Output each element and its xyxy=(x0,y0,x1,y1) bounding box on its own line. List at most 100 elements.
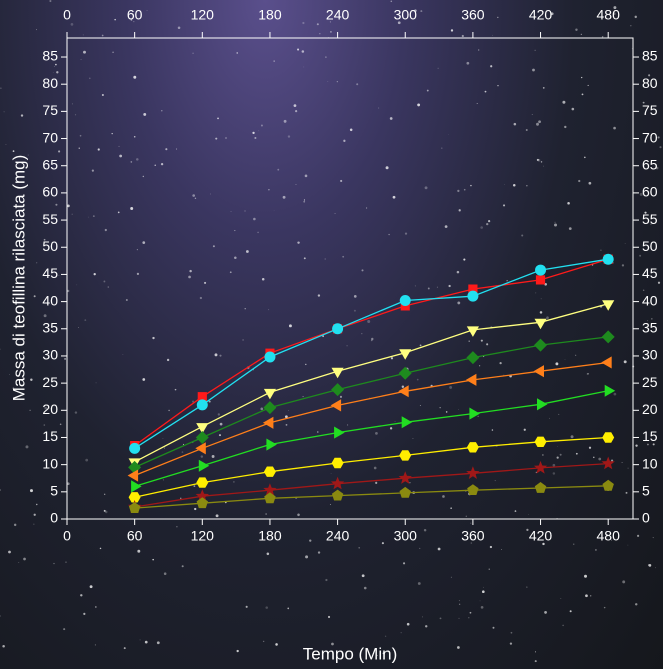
star-dot xyxy=(140,639,141,640)
star-dot xyxy=(497,85,498,86)
star-dot xyxy=(393,196,396,199)
y-tick-label: 85 xyxy=(42,48,58,64)
star-dot xyxy=(440,617,442,619)
y-tick-label: 5 xyxy=(50,483,58,499)
star-dot xyxy=(564,126,566,128)
star-dot xyxy=(480,226,483,229)
star-dot xyxy=(260,408,263,411)
star-dot xyxy=(142,378,145,381)
point xyxy=(263,401,276,414)
star-dot xyxy=(402,386,404,388)
x-tick-label-top: 420 xyxy=(529,7,553,23)
star-dot xyxy=(367,320,370,323)
point xyxy=(332,323,343,334)
star-dot xyxy=(245,308,246,309)
star-dot xyxy=(231,211,232,212)
star-dot xyxy=(122,354,123,355)
star-dot xyxy=(386,166,389,169)
star-dot xyxy=(18,562,19,563)
star-dot xyxy=(72,103,73,104)
star-dot xyxy=(49,0,51,2)
star-dot xyxy=(560,598,561,599)
x-tick-label: 60 xyxy=(127,528,143,544)
star-dot xyxy=(407,623,410,626)
star-dot xyxy=(137,249,138,250)
star-dot xyxy=(571,435,574,438)
star-dot xyxy=(441,148,442,149)
star-dot xyxy=(34,295,36,297)
star-dot xyxy=(55,204,57,206)
star-dot xyxy=(446,411,448,413)
star-dot xyxy=(626,492,628,494)
y-tick-label-right: 25 xyxy=(642,374,658,390)
star-dot xyxy=(30,489,33,492)
star-dot xyxy=(288,135,290,137)
star-dot xyxy=(325,579,327,581)
star-dot xyxy=(124,647,126,649)
star-dot xyxy=(418,582,421,585)
star-dot xyxy=(268,189,269,190)
star-dot xyxy=(183,444,184,445)
star-dot xyxy=(253,218,256,221)
star-dot xyxy=(503,204,505,206)
star-dot xyxy=(176,526,177,527)
star-dot xyxy=(126,299,128,301)
star-dot xyxy=(136,158,139,161)
star-dot xyxy=(178,26,181,29)
star-dot xyxy=(459,209,461,211)
star-dot xyxy=(130,207,133,210)
star-dot xyxy=(274,61,275,62)
x-tick-label: 120 xyxy=(191,528,215,544)
star-dot xyxy=(501,549,502,550)
y-tick-label-right: 40 xyxy=(642,292,658,308)
y-tick-label: 80 xyxy=(42,75,58,91)
star-dot xyxy=(168,410,169,411)
star-dot xyxy=(428,287,430,289)
star-dot xyxy=(163,479,164,480)
star-dot xyxy=(318,551,320,553)
star-dot xyxy=(193,485,195,487)
star-dot xyxy=(81,59,82,60)
star-dot xyxy=(274,210,275,211)
star-dot xyxy=(2,645,5,648)
x-tick-label: 480 xyxy=(597,528,621,544)
star-dot xyxy=(478,49,479,50)
star-dot xyxy=(437,287,438,288)
y-tick-label-right: 70 xyxy=(642,129,658,145)
star-dot xyxy=(13,150,15,152)
star-dot xyxy=(14,524,16,526)
x-tick-label-top: 360 xyxy=(461,7,485,23)
star-dot xyxy=(147,10,148,11)
x-tick-label-top: 300 xyxy=(394,7,418,23)
star-dot xyxy=(390,117,393,120)
star-dot xyxy=(75,114,76,115)
star-dot xyxy=(194,508,196,510)
star-dot xyxy=(515,510,517,512)
star-dot xyxy=(105,511,108,514)
star-dot xyxy=(263,641,264,642)
star-dot xyxy=(236,52,237,53)
star-dot xyxy=(346,345,347,346)
star-dot xyxy=(573,544,574,545)
point xyxy=(199,460,210,472)
point xyxy=(400,295,411,306)
star-dot xyxy=(257,232,259,234)
star-dot xyxy=(584,157,585,158)
star-dot xyxy=(277,169,279,171)
x-tick-label: 420 xyxy=(529,528,553,544)
star-dot xyxy=(557,446,558,447)
star-dot xyxy=(375,482,377,484)
star-dot xyxy=(303,67,304,68)
star-dot xyxy=(469,341,470,342)
y-tick-label: 40 xyxy=(42,292,58,308)
star-dot xyxy=(581,34,582,35)
point xyxy=(399,367,412,380)
star-dot xyxy=(305,364,306,365)
star-dot xyxy=(133,76,136,79)
y-tick-label-right: 10 xyxy=(642,455,658,471)
star-dot xyxy=(262,278,265,281)
star-dot xyxy=(589,182,592,185)
star-dot xyxy=(30,410,31,411)
point xyxy=(466,466,479,479)
star-dot xyxy=(535,651,536,652)
